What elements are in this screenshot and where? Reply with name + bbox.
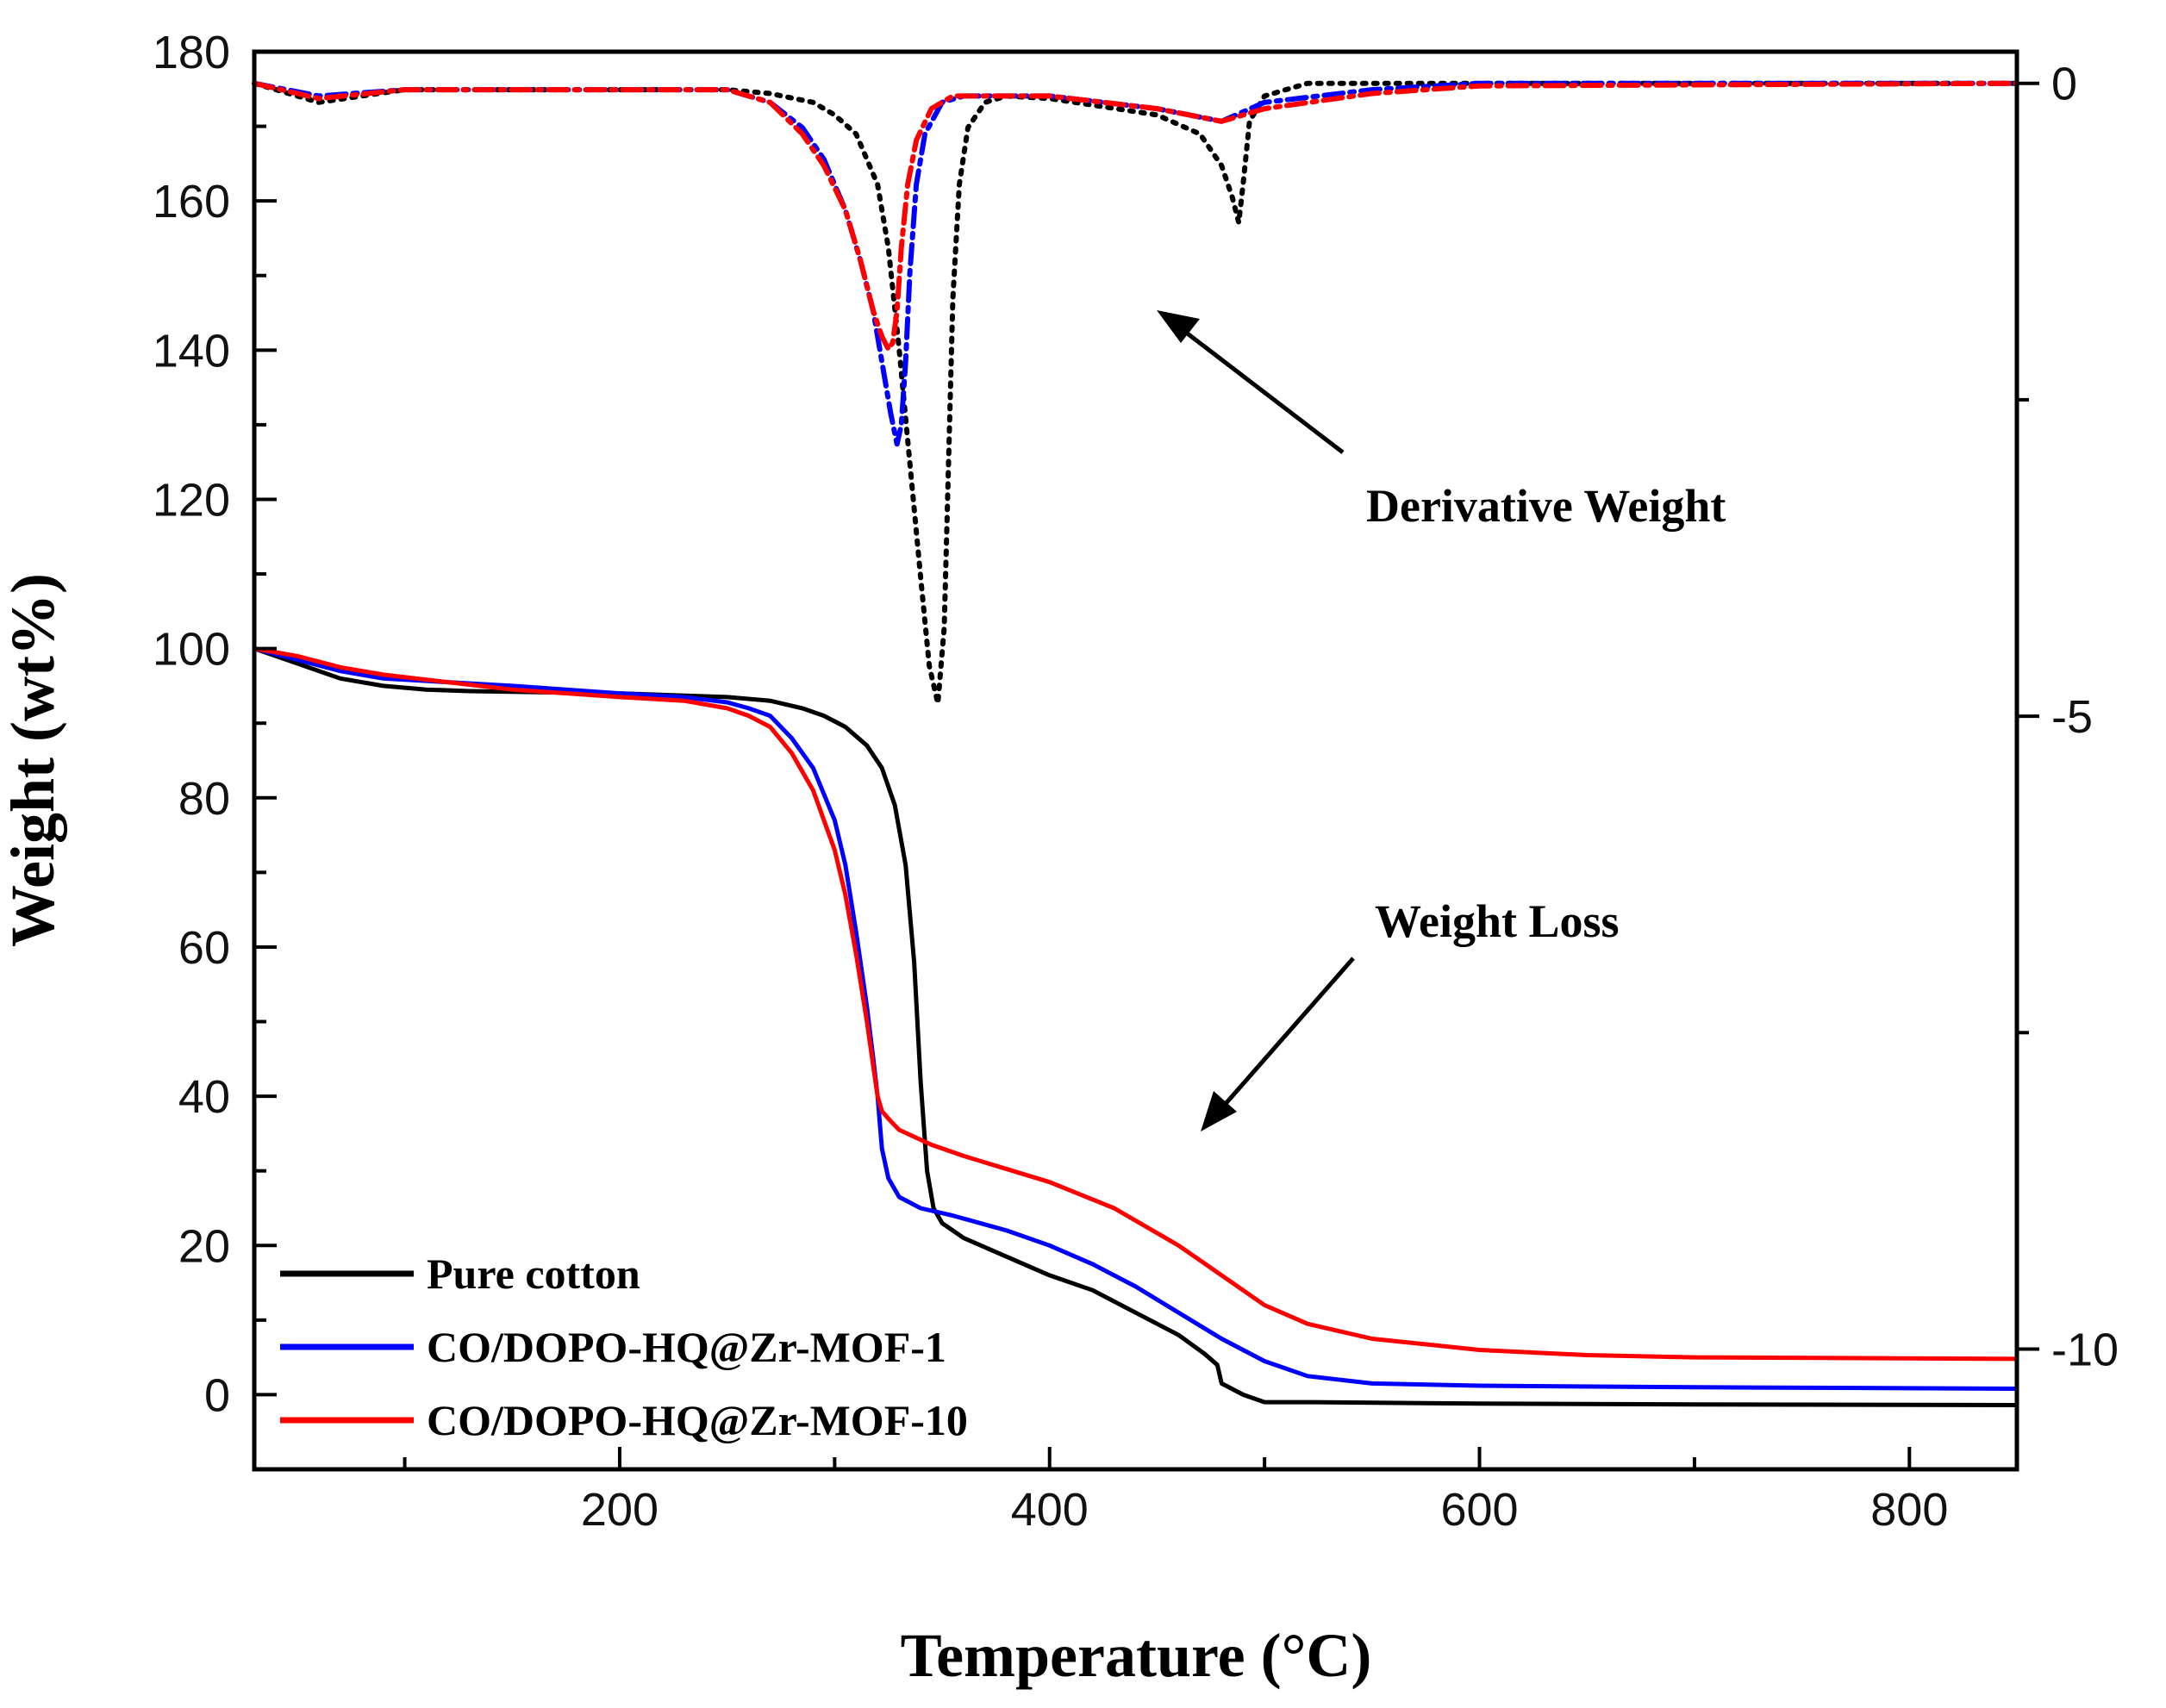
y-tick-label: 160: [153, 176, 230, 228]
y-tick-label: 40: [178, 1071, 230, 1123]
y-tick-label: 60: [178, 922, 230, 974]
y-tick-label: 180: [153, 27, 230, 78]
legend-item-zr-mof-1: CO/DOPO-HQ@Zr-MOF-1: [280, 1323, 946, 1371]
annotation-weight-loss: Weight Loss: [1375, 895, 1620, 947]
arrow-weight-loss-head: [1201, 1091, 1237, 1131]
series-line-co-dopo-hq-zr-mof-10: [252, 646, 2019, 1362]
legend-item-pure-cotton: Pure cotton: [280, 1250, 640, 1298]
arrow-weight-loss-shaft: [1222, 957, 1355, 1107]
arrow-weight-loss: [1201, 957, 1355, 1131]
arrow-derivative-weight: [1157, 310, 1345, 454]
arrow-derivative-weight-head: [1157, 310, 1200, 343]
y2-tick-label: 0: [2051, 59, 2077, 110]
legend-label-zr-mof-10: CO/DOPO-HQ@Zr-MOF-10: [427, 1396, 968, 1444]
ticks-layer: 200 400 600 800 0 20 40 60 80 100 120 140 160 180 0 -5 -…: [153, 27, 2119, 1536]
legend-label-zr-mof-1: CO/DOPO-HQ@Zr-MOF-1: [427, 1323, 946, 1371]
series-line-pure-cotton-dtg: [252, 80, 2019, 707]
y-tick-label: 140: [153, 325, 230, 377]
y-tick-label: 0: [204, 1369, 230, 1421]
x-tick-label: 800: [1870, 1484, 1948, 1536]
y-tick-label: 120: [153, 474, 230, 526]
y-tick-label: 80: [178, 773, 230, 825]
series-layer: [252, 80, 2019, 1407]
x-tick-label: 200: [581, 1484, 659, 1536]
y-tick-label: 20: [178, 1220, 230, 1272]
y-tick-label: 100: [153, 624, 230, 676]
legend-item-zr-mof-10: CO/DOPO-HQ@Zr-MOF-10: [280, 1396, 968, 1444]
annotation-derivative-weight: Derivative Weight: [1366, 480, 1726, 532]
y2-tick-label: -10: [2051, 1324, 2119, 1375]
y-axis-title: Weight (wt%): [0, 573, 67, 947]
series-line-co-dopo-hq-zr-mof-10-dtg: [252, 80, 2019, 352]
legend-label-pure-cotton: Pure cotton: [427, 1250, 640, 1298]
y2-tick-label: -5: [2051, 691, 2093, 743]
x-tick-label: 600: [1440, 1484, 1518, 1536]
x-tick-label: 400: [1011, 1484, 1089, 1536]
x-axis-title: Temperature (°C): [901, 1621, 1372, 1690]
arrow-derivative-weight-shaft: [1183, 330, 1345, 454]
legend: Pure cotton CO/DOPO-HQ@Zr-MOF-1 CO/DOPO-…: [280, 1250, 968, 1444]
plot-frame: [252, 49, 2019, 1472]
